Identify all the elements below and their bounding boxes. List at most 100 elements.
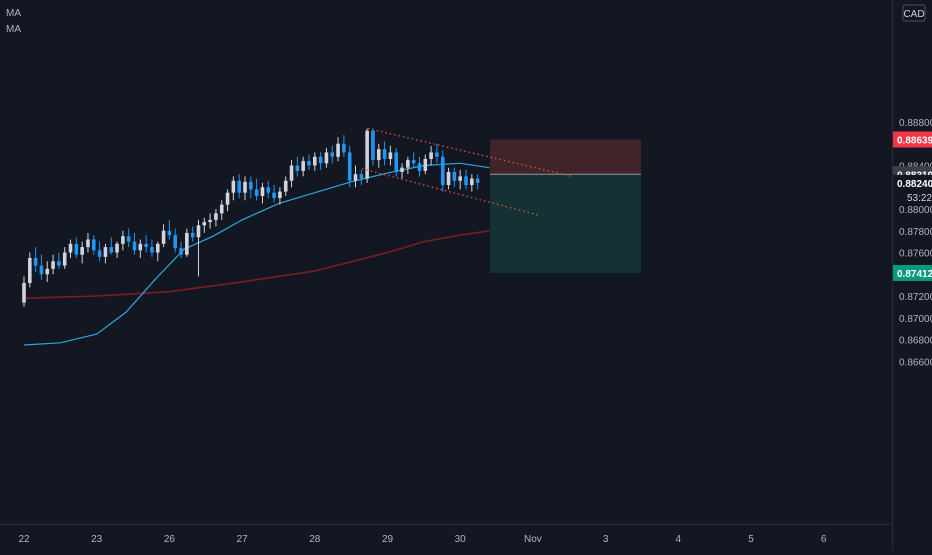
target-price-label-bg <box>893 264 932 281</box>
candle-body <box>121 236 125 244</box>
candle-body <box>103 247 108 257</box>
candle-body <box>144 243 148 248</box>
candle-body <box>446 172 451 186</box>
time-tick-label: 3 <box>603 534 609 545</box>
indicator-label-ma-slow[interactable]: MA <box>6 24 21 35</box>
price-tick-label: 0.88000 <box>899 205 932 216</box>
price-tick-label: 0.87200 <box>899 292 932 303</box>
price-tick-label: 0.87800 <box>899 227 932 238</box>
candle-body <box>86 239 90 248</box>
candle-body <box>68 243 73 253</box>
time-tick-label: 29 <box>382 534 394 545</box>
take-profit-zone <box>490 174 641 273</box>
candle-body <box>138 243 143 251</box>
candle-body <box>330 152 335 157</box>
candle-body <box>272 192 276 199</box>
candle-body <box>371 130 375 161</box>
candle-body <box>458 176 462 181</box>
ma-slow-line <box>23 230 490 299</box>
countdown-label: 53:22 <box>907 193 932 204</box>
candle-body <box>376 149 381 161</box>
candle-body <box>382 149 387 159</box>
candle-body <box>57 261 61 266</box>
candle-body <box>307 161 311 166</box>
stop-loss-zone <box>490 139 641 175</box>
candle-body <box>51 261 55 269</box>
candle-body <box>196 225 201 238</box>
channel-lower-line <box>361 168 541 217</box>
price-tick-label: 0.86600 <box>899 357 932 368</box>
candle-body <box>115 243 119 253</box>
candle-body <box>132 241 137 251</box>
indicator-label-ma-fast[interactable]: MA <box>6 8 21 19</box>
price-tick-label: 0.87000 <box>899 314 932 325</box>
currency-label: CAD <box>903 9 924 20</box>
candle-body <box>278 191 282 199</box>
candle-body <box>155 243 160 253</box>
target-price-label: 0.87412 <box>897 269 932 280</box>
candle-body <box>219 204 224 214</box>
candle-body <box>406 160 410 168</box>
candle-body <box>452 172 457 181</box>
candle-body <box>260 187 265 196</box>
candle-body <box>80 247 84 255</box>
candle-body <box>202 222 207 226</box>
candle-body <box>336 143 340 157</box>
ma-fast-line <box>23 162 490 346</box>
time-tick-label: 5 <box>748 534 754 545</box>
candle-body <box>359 174 364 179</box>
time-tick-label: 27 <box>237 534 249 545</box>
candle-body <box>440 156 445 186</box>
candle-body <box>62 252 67 266</box>
time-tick-label: Nov <box>524 534 542 545</box>
candle-body <box>237 180 241 193</box>
candle-body <box>208 219 212 223</box>
time-tick-label: 23 <box>91 534 103 545</box>
candle-body <box>429 152 433 159</box>
candle-body <box>417 163 422 171</box>
candle-body <box>295 165 300 171</box>
candle-body <box>91 239 96 251</box>
candle-body <box>283 180 288 192</box>
candle-body <box>318 156 323 164</box>
candle-body <box>342 143 346 153</box>
time-tick-label: 28 <box>309 534 321 545</box>
candle-body <box>249 181 253 190</box>
candle-body <box>400 167 404 173</box>
time-tick-label: 22 <box>18 534 30 545</box>
candle-body <box>365 130 369 179</box>
price-tick-label: 0.88800 <box>899 118 932 129</box>
candle-body <box>423 158 428 171</box>
candle-body <box>22 282 26 303</box>
candle-body <box>109 247 114 253</box>
candle-body <box>388 152 393 159</box>
candle-body <box>475 178 480 183</box>
candle-body <box>243 181 247 193</box>
stop-price-label-bg <box>893 131 932 148</box>
candle-body <box>301 161 305 171</box>
currency-badge <box>902 4 926 22</box>
candle-body <box>266 187 271 193</box>
candle-body <box>161 230 166 244</box>
candle-body <box>470 178 474 186</box>
stop-price-label: 0.88639 <box>897 135 932 146</box>
candle-body <box>97 250 102 257</box>
channel-upper-line <box>367 127 573 177</box>
candle-body <box>214 213 218 220</box>
time-tick-label: 30 <box>455 534 467 545</box>
last-price-bg <box>893 174 932 205</box>
time-tick-label: 26 <box>164 534 176 545</box>
candle-body <box>324 152 329 164</box>
candle-body <box>167 230 172 236</box>
candle-body <box>394 152 399 173</box>
candle-body <box>74 243 79 255</box>
candle-body <box>225 192 230 205</box>
candle-body <box>45 268 50 275</box>
candle-body <box>231 180 236 193</box>
last-price-label: 0.88240 <box>897 179 932 190</box>
candle-body <box>411 160 416 164</box>
candle-body <box>289 165 294 181</box>
